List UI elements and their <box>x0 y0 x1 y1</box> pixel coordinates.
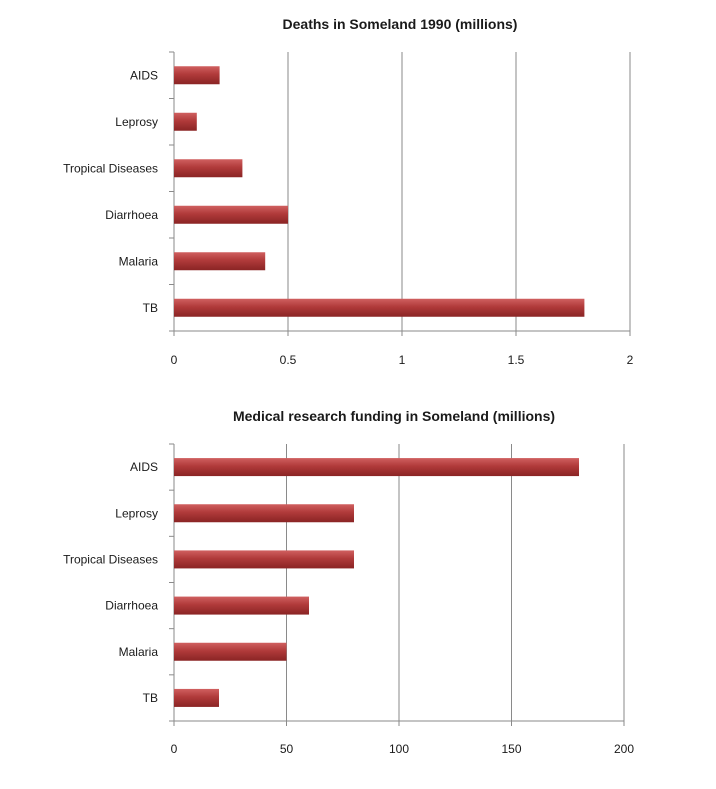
funding-category-label: Diarrhoea <box>105 599 158 613</box>
deaths-chart: Deaths in Someland 1990 (millions) 0 0.5 1… <box>63 16 634 367</box>
funding-x-tick-label: 200 <box>614 742 634 756</box>
funding-x-tick-label: 100 <box>389 742 409 756</box>
funding-bar-tropical-diseases <box>174 550 354 569</box>
funding-bar-aids <box>174 458 579 477</box>
deaths-bar-diarrhoea <box>174 205 288 224</box>
funding-x-tick-label: 50 <box>280 742 294 756</box>
deaths-x-tick-label: 1.5 <box>508 353 525 367</box>
funding-bar-diarrhoea <box>174 596 309 615</box>
funding-category-label: Malaria <box>119 645 159 659</box>
funding-bar-malaria <box>174 642 287 661</box>
deaths-x-tick-label: 1 <box>399 353 406 367</box>
deaths-bar-leprosy <box>174 112 197 131</box>
deaths-category-label: Malaria <box>119 254 159 268</box>
funding-chart: Medical research funding in Someland (mi… <box>63 408 634 756</box>
deaths-x-tick-label: 0 <box>171 353 178 367</box>
funding-bar-tb <box>174 688 219 707</box>
deaths-bar-malaria <box>174 252 266 271</box>
funding-category-label: Tropical Diseases <box>63 552 158 566</box>
deaths-category-label: Diarrhoea <box>105 208 158 222</box>
funding-category-label: Leprosy <box>115 506 158 520</box>
deaths-bar-aids <box>174 66 220 85</box>
funding-category-label: AIDS <box>130 460 158 474</box>
deaths-category-label: Tropical Diseases <box>63 161 158 175</box>
funding-x-tick-label: 150 <box>501 742 521 756</box>
deaths-bar-tropical-diseases <box>174 159 243 178</box>
funding-chart-title: Medical research funding in Someland (mi… <box>233 408 555 424</box>
funding-category-label: TB <box>143 691 158 705</box>
deaths-x-tick-label: 0.5 <box>280 353 297 367</box>
deaths-chart-title: Deaths in Someland 1990 (millions) <box>283 16 518 32</box>
deaths-category-label: Leprosy <box>115 115 158 129</box>
funding-bar-leprosy <box>174 504 354 523</box>
deaths-category-label: TB <box>143 301 158 315</box>
deaths-x-tick-label: 2 <box>627 353 634 367</box>
deaths-bar-tb <box>174 298 585 317</box>
deaths-category-label: AIDS <box>130 68 158 82</box>
funding-x-tick-label: 0 <box>171 742 178 756</box>
